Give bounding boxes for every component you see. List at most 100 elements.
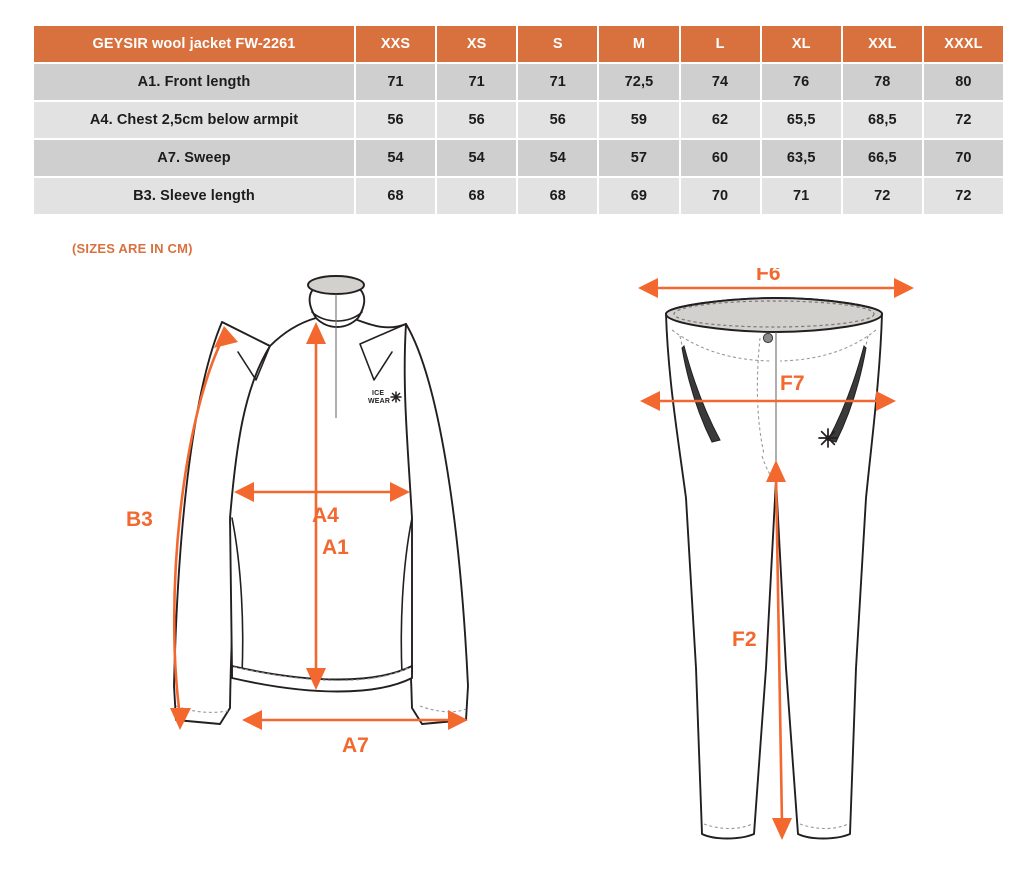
measure-a7-sweep: A7: [242, 710, 468, 757]
cell-b3-xxxl: 72: [923, 178, 1003, 214]
jacket-left-underarm-seam: [231, 517, 244, 675]
cell-a1-xxl: 78: [842, 64, 922, 100]
cell-a4-xxxl: 72: [923, 102, 1003, 138]
cell-a4-xl: 65,5: [761, 102, 841, 138]
measure-f7-hip: F7: [640, 372, 896, 411]
pants-technical-drawing: F6 F7 F2: [638, 268, 914, 840]
logo-text-ice: ICE: [372, 390, 384, 397]
pants-fly-stitch: [756, 337, 765, 455]
cell-b3-xxs: 68: [356, 178, 436, 214]
cell-a1-xs: 71: [437, 64, 517, 100]
cell-b3-s: 68: [518, 178, 598, 214]
jacket-collar: [308, 283, 366, 328]
cell-a1-xl: 76: [761, 64, 841, 100]
ice-wear-logo: ICE WEAR: [368, 390, 402, 405]
pants-waistband: [665, 297, 883, 333]
cell-b3-xs: 68: [437, 178, 517, 214]
measure-f6-label: F6: [756, 268, 781, 285]
pants-crotch-stitch: [761, 455, 777, 483]
measure-a4-chest: A4: [234, 482, 410, 527]
pants-yoke-stitch-right: [779, 329, 877, 362]
measure-b3-arrowhead-top: [214, 326, 238, 348]
measure-f2-line: [774, 473, 784, 825]
cell-a1-m: 72,5: [599, 64, 679, 100]
table-header-size-s: S: [518, 26, 598, 62]
cell-b3-l: 70: [680, 178, 760, 214]
measure-a1-front-length: A1: [306, 322, 349, 690]
jacket-hem: [231, 665, 413, 693]
jacket-collar-opening: [307, 275, 365, 295]
size-chart-table: GEYSIR wool jacket FW-2261 XXS XS S M L …: [32, 24, 1005, 216]
table-row: A4. Chest 2,5cm below armpit 56 56 56 59…: [34, 102, 1003, 138]
snowflake-icon: [390, 391, 402, 403]
measure-a7-arrowhead-left: [242, 710, 262, 730]
cell-a7-xxs: 54: [356, 140, 436, 176]
cell-a4-s: 56: [518, 102, 598, 138]
cell-b3-xl: 71: [761, 178, 841, 214]
measure-a1-arrowhead-bottom: [306, 668, 326, 690]
measure-b3-sleeve-length: B3: [126, 326, 238, 730]
measure-f2-inseam: F2: [732, 460, 792, 840]
snowflake-icon: [818, 428, 838, 448]
measure-f2-arrowhead-bottom: [772, 818, 792, 840]
jacket-body: [229, 317, 413, 684]
table-row: B3. Sleeve length 68 68 68 69 70 71 72 7…: [34, 178, 1003, 214]
pants-yoke-stitch-left: [671, 329, 771, 362]
table-header-row: GEYSIR wool jacket FW-2261 XXS XS S M L …: [34, 26, 1003, 62]
measure-f2-arrowhead-top: [766, 460, 786, 482]
technical-drawings-area: ICE WEAR B3 A4: [0, 268, 1034, 889]
cell-b3-m: 69: [599, 178, 679, 214]
cell-a7-xl: 63,5: [761, 140, 841, 176]
jacket-hem-stitch: [233, 666, 411, 682]
measure-a4-arrowhead-left: [234, 482, 254, 502]
cell-a7-s: 54: [518, 140, 598, 176]
row-label-a7: A7. Sweep: [34, 140, 354, 176]
logo-text-wear: WEAR: [368, 398, 390, 405]
cell-a4-xxl: 68,5: [842, 102, 922, 138]
jacket-left-shoulder-seam: [221, 321, 271, 381]
cell-a4-xxs: 56: [356, 102, 436, 138]
cell-a4-l: 62: [680, 102, 760, 138]
measure-a4-arrowhead-right: [390, 482, 410, 502]
jacket-right-shoulder-seam: [359, 323, 407, 381]
measure-f6-arrowhead-right: [894, 278, 914, 298]
table-header-size-xs: XS: [437, 26, 517, 62]
cell-a1-xxxl: 80: [923, 64, 1003, 100]
measure-a1-label: A1: [322, 536, 349, 559]
measure-f7-label: F7: [780, 372, 805, 395]
sizes-unit-note: (SIZES ARE IN CM): [72, 241, 193, 256]
measure-b3-arrowhead-bottom: [170, 708, 191, 730]
cell-a1-s: 71: [518, 64, 598, 100]
measure-f6-arrowhead-left: [638, 278, 658, 298]
measure-a7-arrowhead-right: [448, 710, 468, 730]
cell-a7-xs: 54: [437, 140, 517, 176]
measure-b3-label: B3: [126, 508, 153, 531]
measure-f2-label: F2: [732, 628, 757, 651]
jacket-right-underarm-seam: [400, 517, 413, 675]
measure-b3-line: [172, 335, 226, 717]
size-chart-table-container: GEYSIR wool jacket FW-2261 XXS XS S M L …: [32, 24, 1005, 216]
table-row: A1. Front length 71 71 71 72,5 74 76 78 …: [34, 64, 1003, 100]
table-row: A7. Sweep 54 54 54 57 60 63,5 66,5 70: [34, 140, 1003, 176]
table-header-size-xxs: XXS: [356, 26, 436, 62]
table-header-size-xxxl: XXXL: [923, 26, 1003, 62]
cell-a1-l: 74: [680, 64, 760, 100]
measure-a7-label: A7: [342, 734, 369, 757]
jacket-right-cuff-stitch: [419, 705, 467, 713]
row-label-a4: A4. Chest 2,5cm below armpit: [34, 102, 354, 138]
pants-body: [665, 297, 883, 840]
table-header-size-xl: XL: [761, 26, 841, 62]
cell-b3-xxl: 72: [842, 178, 922, 214]
table-header-size-l: L: [680, 26, 760, 62]
cell-a4-m: 59: [599, 102, 679, 138]
measure-f7-arrowhead-left: [640, 391, 660, 411]
pants-right-hem-stitch: [799, 823, 849, 830]
measure-f7-arrowhead-right: [876, 391, 896, 411]
cell-a7-xxl: 66,5: [842, 140, 922, 176]
measure-f6-waist: F6: [638, 268, 914, 298]
measure-a1-arrowhead-top: [306, 322, 326, 344]
pants-pocket-wedge-left: [681, 345, 721, 443]
cell-a7-xxxl: 70: [923, 140, 1003, 176]
table-header-product: GEYSIR wool jacket FW-2261: [34, 26, 354, 62]
table-header-size-m: M: [599, 26, 679, 62]
